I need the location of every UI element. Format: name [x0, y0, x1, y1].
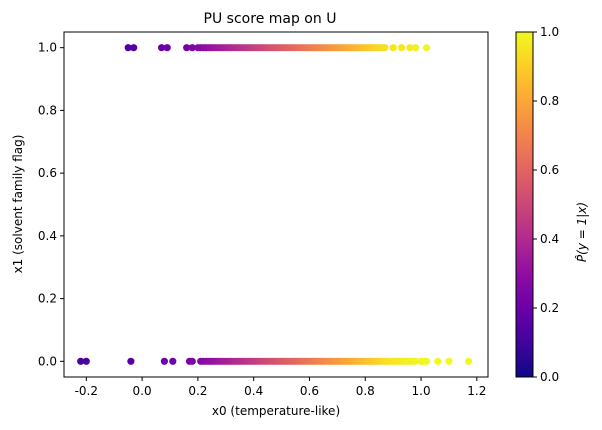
colorbar-label: P̂(y = 1|x) — [575, 202, 589, 262]
y-tick-label: 0.6 — [38, 166, 57, 180]
data-point — [411, 44, 420, 52]
data-point — [158, 44, 166, 52]
data-points — [77, 44, 473, 365]
data-point — [127, 357, 135, 365]
data-point — [188, 44, 196, 52]
x-tick-label: 0.2 — [188, 384, 207, 398]
colorbar-ticks: 0.0 0.2 0.4 0.6 0.8 1.0 — [533, 25, 559, 384]
data-point — [434, 357, 442, 365]
data-point — [423, 44, 431, 52]
x-tick-label: 0.8 — [356, 384, 375, 398]
data-point — [411, 357, 420, 365]
data-point — [160, 357, 168, 365]
x-tick-label: 0.6 — [300, 384, 319, 398]
y-tick-label: 0.2 — [38, 292, 57, 306]
y-axis-ticks: 0.0 0.2 0.4 0.6 0.8 1.0 — [38, 41, 64, 368]
data-point — [82, 357, 90, 365]
colorbar-tick-label: 0.8 — [540, 94, 559, 108]
colorbar-tick-label: 0.6 — [540, 163, 559, 177]
chart-title: PU score map on U — [204, 11, 337, 27]
data-point — [397, 44, 406, 52]
colorbar-tick-label: 1.0 — [540, 25, 559, 39]
x-tick-label: 0.0 — [133, 384, 152, 398]
y-tick-label: 1.0 — [38, 41, 57, 55]
data-point — [130, 44, 138, 52]
colorbar — [515, 31, 534, 378]
y-tick-label: 0.0 — [38, 354, 57, 368]
data-point — [464, 357, 473, 365]
data-point — [423, 357, 431, 365]
data-point — [124, 44, 132, 52]
x-axis-ticks: -0.2 0.0 0.2 0.4 0.6 0.8 1.0 1.2 — [75, 377, 486, 398]
data-point — [389, 44, 397, 52]
colorbar-tick-label: 0.2 — [540, 301, 559, 315]
data-point — [183, 44, 191, 52]
x-tick-label: 0.4 — [244, 384, 263, 398]
data-point — [406, 44, 414, 52]
plot-frame — [63, 31, 489, 378]
colorbar-tick-label: 0.0 — [540, 370, 559, 384]
x-tick-label: -0.2 — [75, 384, 98, 398]
x-tick-label: 1.2 — [467, 384, 486, 398]
x-tick-label: 1.0 — [412, 384, 431, 398]
data-point — [188, 357, 196, 365]
data-point — [163, 44, 171, 52]
y-axis-label: x1 (solvent family flag) — [11, 135, 25, 274]
data-point — [77, 357, 85, 365]
x-axis-label: x0 (temperature-like) — [212, 404, 340, 418]
data-point — [445, 357, 453, 365]
y-tick-label: 0.4 — [38, 229, 57, 243]
data-point — [381, 44, 389, 52]
y-tick-label: 0.8 — [38, 103, 57, 117]
colorbar-tick-label: 0.4 — [540, 232, 559, 246]
data-point — [169, 357, 177, 365]
